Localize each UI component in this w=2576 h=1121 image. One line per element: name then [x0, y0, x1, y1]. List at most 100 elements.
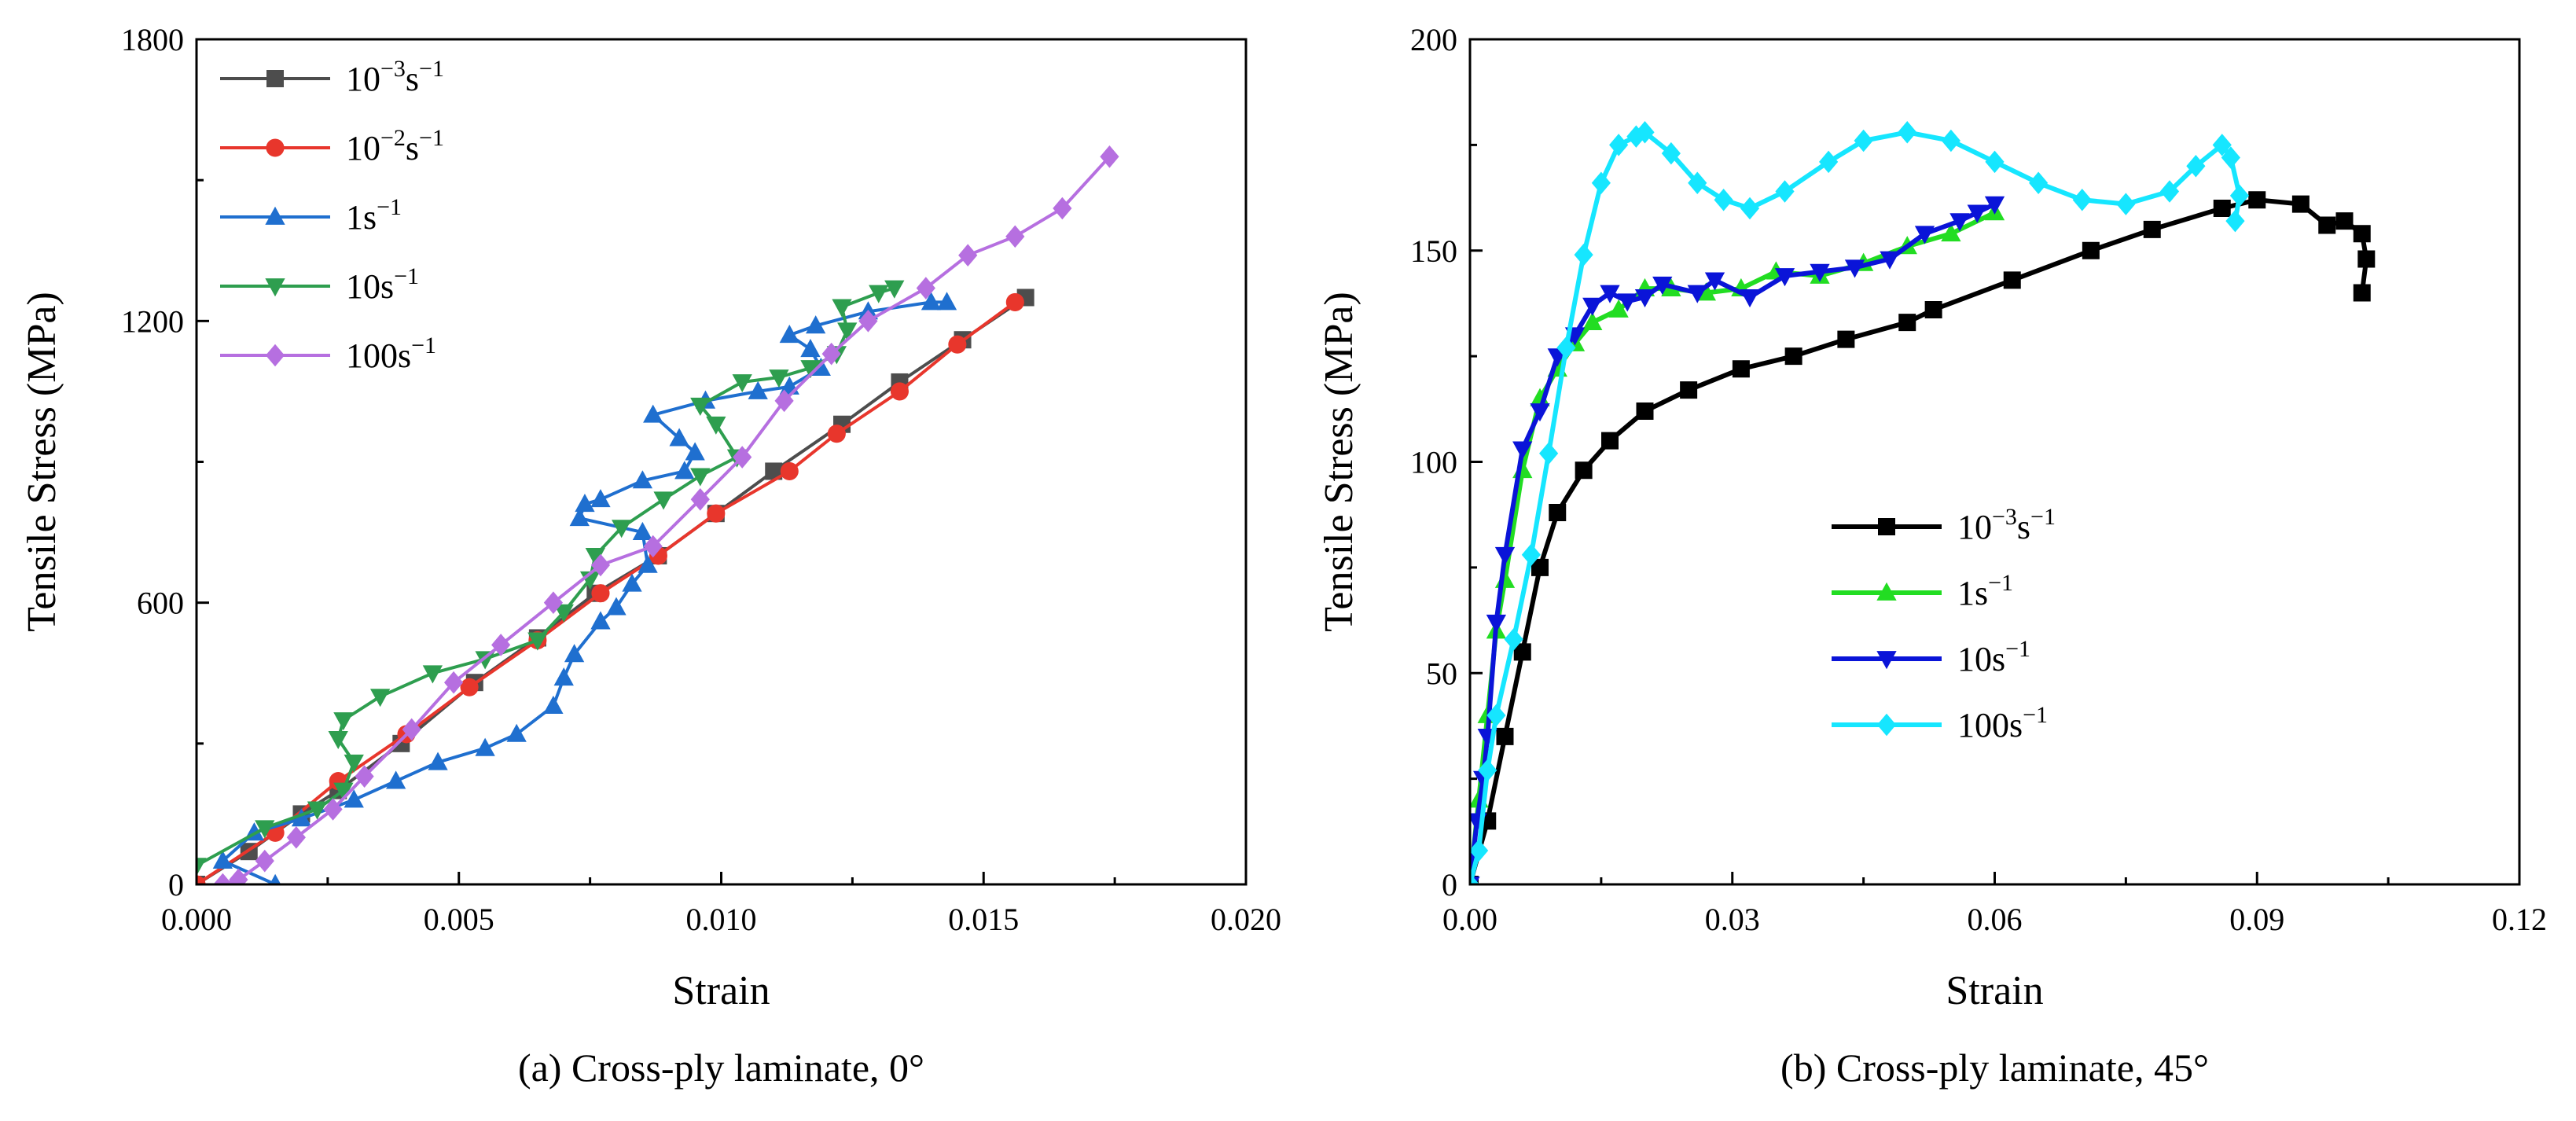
data-point-0-2-21 — [674, 461, 695, 480]
data-point-1-0-14 — [1924, 301, 1942, 318]
data-point-0-2-3 — [291, 808, 312, 827]
data-point-1-0-24 — [2357, 250, 2376, 268]
x-tick-label: 0.06 — [1968, 902, 2023, 937]
legend-marker-4 — [265, 344, 285, 367]
data-point-0-3-2 — [307, 801, 328, 820]
data-point-1-3-21 — [1941, 129, 1960, 153]
data-point-0-4-2 — [255, 849, 274, 873]
legend-label-0: 10−3s−1 — [346, 56, 444, 98]
legend-marker-2 — [265, 206, 285, 225]
data-point-1-3-0 — [1470, 873, 1480, 884]
legend-marker-3 — [1876, 713, 1897, 737]
data-point-0-4-11 — [643, 535, 663, 558]
series-line-1-0 — [1470, 197, 2369, 884]
data-point-1-3-27 — [2186, 154, 2206, 178]
data-point-1-2-10 — [1582, 297, 1603, 316]
data-point-1-0-11 — [1784, 347, 1802, 366]
series-line-0-3 — [197, 286, 895, 867]
data-point-1-0-20 — [2291, 195, 2310, 213]
data-point-1-3-5 — [1521, 543, 1541, 567]
series-line-1-1 — [1470, 210, 1996, 884]
data-point-1-3-28 — [2212, 134, 2232, 156]
data-point-1-2-24 — [1967, 204, 1987, 223]
data-point-1-3-4 — [1504, 627, 1523, 651]
data-point-0-2-31 — [806, 315, 826, 334]
data-point-0-3-7 — [369, 689, 391, 708]
x-tick-label: 0.00 — [1442, 902, 1497, 937]
series-0-4 — [213, 145, 1119, 884]
data-point-1-1-19 — [1941, 223, 1961, 242]
data-point-1-0-9 — [1680, 381, 1698, 399]
data-point-0-2-19 — [590, 489, 611, 508]
data-point-1-0-15 — [2003, 271, 2021, 289]
legend-marker-1 — [1876, 582, 1897, 601]
data-point-0-2-24 — [643, 404, 663, 423]
legend-label-4: 100s−1 — [346, 333, 436, 375]
legend: 10−3s−1 10−2s−1 1s−1 10s−1 100s−1 — [220, 56, 444, 375]
data-point-1-3-3 — [1486, 704, 1506, 727]
data-point-1-2-21 — [1880, 251, 1900, 270]
data-point-0-4-18 — [958, 244, 978, 267]
y-tick-label: 200 — [1410, 22, 1457, 57]
data-point-0-2-1 — [212, 850, 233, 869]
data-point-0-2-18 — [575, 494, 595, 513]
data-point-1-3-19 — [1854, 129, 1873, 153]
data-point-1-3-14 — [1688, 171, 1707, 195]
data-point-1-3-8 — [1574, 243, 1593, 266]
data-point-1-3-2 — [1478, 759, 1497, 782]
data-point-1-0-21 — [2318, 216, 2336, 234]
data-point-1-3-25 — [2116, 193, 2136, 215]
data-point-0-3-5 — [328, 730, 348, 750]
data-point-1-2-5 — [1494, 546, 1516, 565]
data-point-1-3-24 — [2072, 188, 2092, 211]
data-point-0-4-0 — [213, 873, 233, 884]
data-point-0-4-9 — [543, 591, 563, 614]
data-point-1-2-15 — [1687, 285, 1707, 303]
data-point-0-4-14 — [774, 389, 794, 413]
data-point-0-2-5 — [386, 770, 406, 789]
data-point-0-4-19 — [1005, 225, 1025, 248]
data-point-0-2-0 — [269, 873, 281, 884]
data-point-1-0-5 — [1549, 504, 1567, 521]
x-tick-label: 0.005 — [424, 902, 494, 937]
data-point-1-3-17 — [1775, 180, 1795, 203]
y-tick-label: 600 — [137, 586, 184, 621]
data-point-0-3-27 — [884, 280, 905, 299]
data-point-0-3-4 — [344, 754, 364, 773]
data-point-1-3-26 — [2159, 180, 2180, 203]
data-point-0-1-13 — [1005, 292, 1024, 311]
chart-a: 0.000 0.005 0.010 0.015 0.020 0 600 1200 1800 Str… — [20, 22, 1281, 1090]
data-point-0-2-20 — [632, 470, 653, 489]
data-point-0-2-7 — [475, 737, 495, 756]
y-tick-label: 50 — [1426, 656, 1457, 691]
series-1-0 — [1470, 191, 2376, 884]
data-point-0-0-10 — [765, 462, 783, 480]
series-1-2 — [1470, 196, 2005, 884]
data-point-1-0-7 — [1601, 432, 1619, 450]
y-tick-label: 150 — [1410, 233, 1457, 269]
y-axis-label: Tensile Stress (MPa) — [20, 292, 64, 632]
data-point-0-2-4 — [344, 789, 364, 808]
data-point-1-0-8 — [1636, 402, 1654, 420]
data-point-1-2-6 — [1512, 441, 1533, 460]
data-point-0-2-26 — [748, 380, 768, 399]
data-point-1-3-10 — [1609, 134, 1629, 156]
data-point-0-2-23 — [669, 428, 689, 447]
data-point-0-4-7 — [443, 671, 464, 694]
legend-label-1: 10−2s−1 — [346, 125, 444, 167]
data-point-1-0-3 — [1513, 643, 1531, 661]
data-point-0-3-26 — [869, 285, 889, 303]
legend-marker-2 — [1876, 651, 1897, 670]
x-tick-label: 0.03 — [1705, 902, 1760, 937]
x-tick-label: 0.015 — [948, 902, 1019, 937]
data-point-1-3-6 — [1539, 442, 1559, 465]
y-tick-label: 1800 — [121, 22, 184, 57]
data-point-0-4-13 — [733, 446, 752, 469]
data-point-0-3-9 — [475, 651, 495, 670]
data-point-0-3-16 — [690, 468, 711, 487]
data-point-1-3-7 — [1556, 336, 1576, 359]
data-point-0-2-30 — [779, 325, 799, 344]
data-point-1-0-18 — [2213, 200, 2231, 217]
legend-label-2: 10s−1 — [1957, 636, 2030, 678]
